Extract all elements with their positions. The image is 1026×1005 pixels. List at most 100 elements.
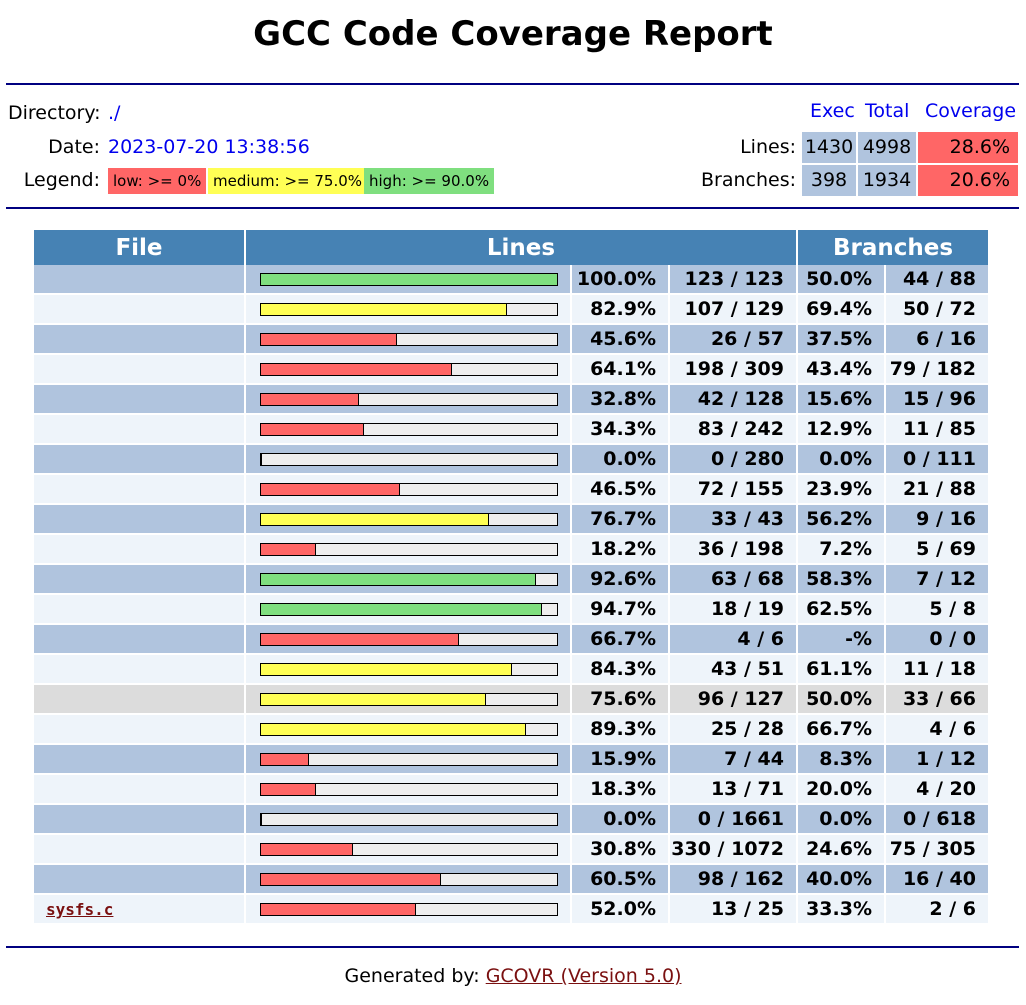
coverage-bar-fill — [261, 783, 317, 795]
table-row: 84.3% 43 / 51 61.1% 11 / 18 — [34, 655, 990, 685]
line-coverage-percent: 34.3% — [572, 415, 670, 445]
line-coverage-percent: 32.8% — [572, 385, 670, 415]
summary-lines-total: 4998 — [858, 132, 916, 163]
line-count: 42 / 128 — [670, 385, 798, 415]
branch-count: 50 / 72 — [886, 295, 990, 325]
branch-coverage-percent: 50.0% — [798, 685, 886, 715]
branch-count: 16 / 40 — [886, 865, 990, 895]
file-cell — [34, 325, 246, 355]
line-count: 96 / 127 — [670, 685, 798, 715]
summary-lines-row: Lines: 1430 4998 28.6% — [608, 132, 1018, 163]
branch-coverage-percent: 0.0% — [798, 445, 886, 475]
line-coverage-percent: 52.0% — [572, 895, 670, 925]
file-column-header: File — [34, 230, 246, 265]
coverage-bar-fill — [261, 543, 316, 555]
branch-coverage-percent: 66.7% — [798, 715, 886, 745]
table-row: 64.1% 198 / 309 43.4% 79 / 182 — [34, 355, 990, 385]
coverage-bar — [260, 842, 558, 856]
coverage-bar-fill — [261, 873, 442, 885]
file-cell — [34, 865, 246, 895]
coverage-bar — [260, 332, 558, 346]
line-coverage-bar-cell — [246, 595, 572, 625]
branch-coverage-percent: 33.3% — [798, 895, 886, 925]
coverage-bar-fill — [261, 843, 354, 855]
line-count: 63 / 68 — [670, 565, 798, 595]
table-row: 46.5% 72 / 155 23.9% 21 / 88 — [34, 475, 990, 505]
file-cell — [34, 295, 246, 325]
coverage-bar-fill — [261, 483, 400, 495]
table-row: 18.2% 36 / 198 7.2% 5 / 69 — [34, 535, 990, 565]
table-row: 89.3% 25 / 28 66.7% 4 / 6 — [34, 715, 990, 745]
coverage-bar-fill — [261, 573, 537, 585]
line-coverage-percent: 75.6% — [572, 685, 670, 715]
file-link[interactable]: sysfs.c — [46, 900, 114, 919]
file-cell — [34, 595, 246, 625]
coverage-bar — [260, 572, 558, 586]
branch-coverage-percent: 61.1% — [798, 655, 886, 685]
file-cell — [34, 265, 246, 295]
coverage-bar-fill — [261, 753, 310, 765]
line-coverage-percent: 82.9% — [572, 295, 670, 325]
coverage-rows: 100.0% 123 / 123 50.0% 44 / 88 82.9% 107 / 12… — [34, 265, 990, 925]
branch-coverage-percent: 69.4% — [798, 295, 886, 325]
line-coverage-percent: 0.0% — [572, 805, 670, 835]
line-count: 13 / 71 — [670, 775, 798, 805]
line-count: 43 / 51 — [670, 655, 798, 685]
coverage-bar — [260, 722, 558, 736]
branch-coverage-percent: 8.3% — [798, 745, 886, 775]
file-cell — [34, 685, 246, 715]
file-cell — [34, 775, 246, 805]
report-header: Directory: ./ Date: 2023-07-20 13:38:56 … — [8, 98, 1018, 198]
branch-coverage-percent: -% — [798, 625, 886, 655]
line-coverage-bar-cell — [246, 835, 572, 865]
coverage-bar — [260, 902, 558, 916]
line-coverage-percent: 66.7% — [572, 625, 670, 655]
line-coverage-bar-cell — [246, 385, 572, 415]
line-count: 13 / 25 — [670, 895, 798, 925]
table-row: 92.6% 63 / 68 58.3% 7 / 12 — [34, 565, 990, 595]
line-coverage-percent: 92.6% — [572, 565, 670, 595]
top-divider — [6, 83, 1019, 85]
file-cell — [34, 355, 246, 385]
line-coverage-percent: 0.0% — [572, 445, 670, 475]
page-title: GCC Code Coverage Report — [253, 14, 773, 54]
line-coverage-bar-cell — [246, 805, 572, 835]
coverage-bar — [260, 452, 558, 466]
branch-count: 5 / 8 — [886, 595, 990, 625]
branch-coverage-percent: 23.9% — [798, 475, 886, 505]
line-coverage-bar-cell — [246, 355, 572, 385]
table-row: sysfs.c 52.0% 13 / 25 33.3% 2 / 6 — [34, 895, 990, 925]
file-cell: sysfs.c — [34, 895, 246, 925]
line-coverage-bar-cell — [246, 295, 572, 325]
line-coverage-percent: 76.7% — [572, 505, 670, 535]
coverage-bar-fill — [261, 333, 397, 345]
file-cell — [34, 475, 246, 505]
table-row: 75.6% 96 / 127 50.0% 33 / 66 — [34, 685, 990, 715]
table-row: 94.7% 18 / 19 62.5% 5 / 8 — [34, 595, 990, 625]
branch-coverage-percent: 24.6% — [798, 835, 886, 865]
line-count: 4 / 6 — [670, 625, 798, 655]
table-row: 45.6% 26 / 57 37.5% 6 / 16 — [34, 325, 990, 355]
branch-count: 79 / 182 — [886, 355, 990, 385]
line-coverage-bar-cell — [246, 505, 572, 535]
line-count: 83 / 242 — [670, 415, 798, 445]
lines-column-header: Lines — [246, 230, 798, 265]
table-row: 82.9% 107 / 129 69.4% 50 / 72 — [34, 295, 990, 325]
directory-label: Directory: — [8, 102, 101, 124]
line-count: 198 / 309 — [670, 355, 798, 385]
branch-count: 0 / 111 — [886, 445, 990, 475]
summary-lines-coverage: 28.6% — [918, 132, 1018, 163]
file-cell — [34, 715, 246, 745]
branch-count: 4 / 6 — [886, 715, 990, 745]
bottom-divider — [6, 946, 1019, 948]
coverage-bar — [260, 632, 558, 646]
line-coverage-percent: 30.8% — [572, 835, 670, 865]
summary-coverage-header: Coverage — [925, 100, 1017, 122]
coverage-bar — [260, 512, 558, 526]
branch-coverage-percent: 7.2% — [798, 535, 886, 565]
coverage-bar-fill — [261, 273, 558, 285]
branch-count: 44 / 88 — [886, 265, 990, 295]
gcovr-link[interactable]: GCOVR (Version 5.0) — [485, 965, 682, 987]
line-coverage-bar-cell — [246, 535, 572, 565]
line-coverage-percent: 60.5% — [572, 865, 670, 895]
